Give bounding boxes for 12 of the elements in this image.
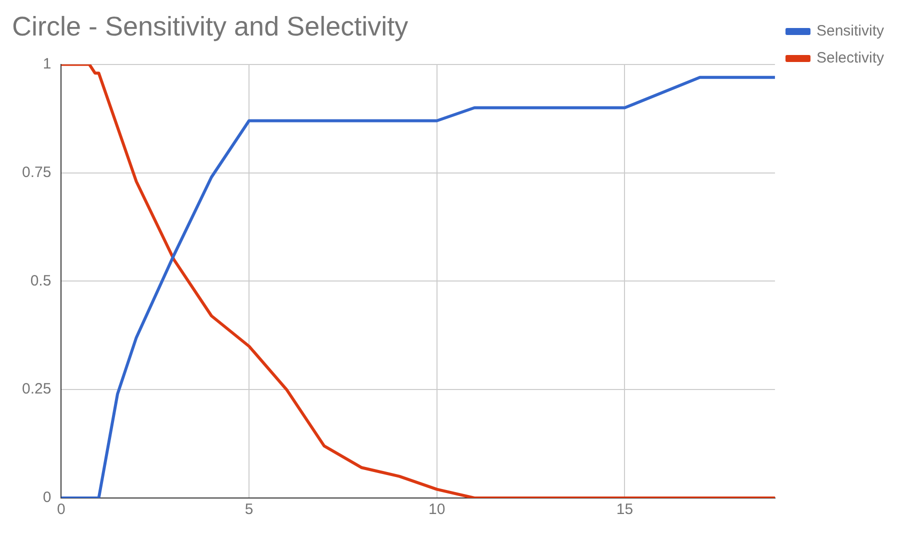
chart-title: Circle - Sensitivity and Selectivity xyxy=(12,12,409,42)
x-tick-label: 5 xyxy=(244,501,254,518)
y-tick-label: 0.25 xyxy=(22,380,52,398)
y-tick-label: 0 xyxy=(42,489,52,506)
y-tick-label: 1 xyxy=(42,56,52,73)
x-tick-label: 15 xyxy=(616,501,634,518)
x-tick-label: 10 xyxy=(428,501,446,518)
x-tick-label: 0 xyxy=(57,501,66,518)
legend-label: Selectivity xyxy=(816,50,884,67)
y-tick-label: 0.5 xyxy=(30,272,52,290)
legend-label: Sensitivity xyxy=(816,22,884,40)
y-tick-label: 0.75 xyxy=(22,164,52,181)
